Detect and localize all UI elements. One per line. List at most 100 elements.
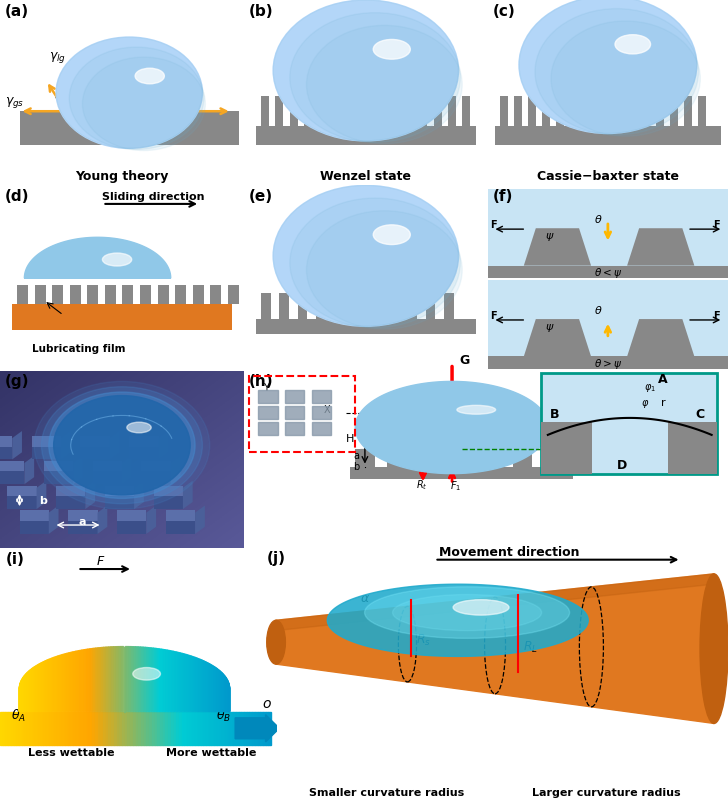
Polygon shape [37, 665, 38, 712]
Polygon shape [60, 654, 62, 712]
Polygon shape [135, 646, 137, 712]
Text: $\theta$: $\theta$ [438, 453, 446, 465]
Polygon shape [166, 650, 167, 712]
Polygon shape [99, 648, 100, 712]
Polygon shape [46, 712, 49, 745]
Polygon shape [192, 712, 195, 745]
Polygon shape [152, 712, 154, 745]
Bar [0, 472, 25, 484]
Polygon shape [127, 712, 130, 745]
Polygon shape [187, 712, 190, 745]
Polygon shape [211, 665, 212, 712]
Bar [444, 293, 454, 319]
Bar [285, 406, 304, 418]
Polygon shape [79, 650, 80, 712]
Polygon shape [3, 712, 5, 745]
Polygon shape [138, 647, 141, 712]
Polygon shape [106, 712, 108, 745]
Bar [419, 97, 427, 126]
Polygon shape [100, 712, 103, 745]
Bar [390, 97, 398, 126]
Polygon shape [57, 712, 60, 745]
Polygon shape [155, 648, 157, 712]
Text: a: a [78, 517, 86, 527]
Polygon shape [222, 712, 225, 745]
Polygon shape [47, 659, 48, 712]
Polygon shape [205, 662, 206, 712]
Bar [20, 510, 49, 521]
Polygon shape [33, 667, 34, 712]
Polygon shape [70, 652, 71, 712]
Polygon shape [173, 712, 176, 745]
Polygon shape [207, 663, 208, 712]
Bar [316, 293, 325, 319]
Polygon shape [206, 663, 207, 712]
Text: o: o [262, 697, 271, 711]
Polygon shape [196, 658, 197, 712]
Polygon shape [55, 657, 57, 712]
Polygon shape [124, 646, 125, 712]
Polygon shape [195, 712, 198, 745]
Polygon shape [137, 647, 138, 712]
Bar [261, 293, 271, 319]
Text: Smaller curvature radius: Smaller curvature radius [309, 787, 464, 798]
Polygon shape [71, 652, 73, 712]
Polygon shape [98, 712, 100, 745]
Text: o': o' [705, 697, 717, 711]
Text: $\varphi$: $\varphi$ [641, 398, 649, 410]
Polygon shape [73, 651, 74, 712]
Bar [0, 461, 25, 472]
Polygon shape [176, 712, 179, 745]
Polygon shape [8, 712, 11, 745]
Text: $\theta > \psi$: $\theta > \psi$ [594, 357, 622, 371]
Polygon shape [22, 712, 25, 745]
Bar [7, 496, 36, 509]
Polygon shape [175, 651, 176, 712]
Bar [20, 111, 239, 144]
Polygon shape [34, 667, 35, 712]
Polygon shape [85, 480, 95, 509]
Polygon shape [171, 712, 173, 745]
Bar [130, 447, 159, 459]
Bar [488, 356, 728, 369]
Polygon shape [38, 664, 39, 712]
Text: (c): (c) [493, 4, 515, 19]
Polygon shape [82, 712, 84, 745]
Text: F: F [713, 311, 720, 321]
Polygon shape [48, 659, 50, 712]
Ellipse shape [373, 39, 411, 59]
Polygon shape [117, 646, 119, 712]
Polygon shape [114, 646, 115, 712]
Text: O: O [457, 423, 466, 433]
Polygon shape [68, 712, 71, 745]
Polygon shape [98, 505, 107, 534]
Polygon shape [190, 655, 191, 712]
Polygon shape [0, 712, 3, 745]
Bar [355, 449, 375, 467]
Polygon shape [52, 658, 53, 712]
Polygon shape [38, 712, 41, 745]
Bar [462, 97, 470, 126]
Circle shape [551, 21, 700, 136]
Polygon shape [12, 431, 22, 459]
Bar [87, 285, 98, 304]
Polygon shape [192, 657, 194, 712]
Text: (i): (i) [6, 552, 25, 567]
Text: G: G [459, 354, 470, 367]
Text: $\gamma_{gs}$: $\gamma_{gs}$ [5, 95, 24, 110]
Polygon shape [27, 712, 30, 745]
Bar [312, 406, 331, 418]
Polygon shape [90, 712, 92, 745]
Bar [599, 97, 607, 126]
Text: F: F [490, 220, 496, 231]
Bar [256, 126, 475, 144]
Text: Young theory: Young theory [75, 170, 169, 183]
Polygon shape [143, 647, 145, 712]
Polygon shape [138, 712, 141, 745]
Bar [261, 97, 269, 126]
Polygon shape [195, 658, 196, 712]
Polygon shape [236, 712, 239, 745]
Polygon shape [252, 712, 255, 745]
Polygon shape [35, 712, 38, 745]
Polygon shape [328, 584, 588, 656]
